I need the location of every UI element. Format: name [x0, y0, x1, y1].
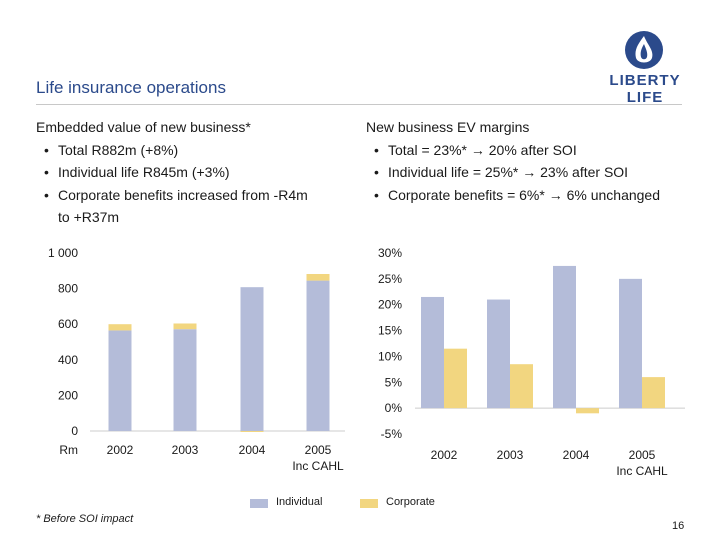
x-tick-label: 2004: [563, 448, 590, 462]
embedded-value-summary: Embedded value of new business* Total R8…: [36, 116, 308, 229]
margin-bullet-corporate: Corporate benefits = 6%* → 6% unchanged: [366, 184, 660, 207]
y-tick-label: 10%: [378, 349, 402, 363]
bar-corporate-2004: [576, 408, 599, 414]
bar-corporate-2005: [642, 377, 665, 409]
bar-individual-2003: [173, 329, 197, 431]
embedded-value-chart: 1 000 800 600 400 200 0 Rm 2002 2003 2004 2005 Inc …: [48, 246, 345, 473]
footnote: * Before SOI impact: [36, 513, 134, 525]
y-tick-label: 5%: [385, 375, 403, 389]
x-tick-sublabel: Inc CAHL: [292, 459, 344, 473]
bar-individual-2002: [421, 296, 444, 409]
bar-individual-2005: [306, 280, 330, 431]
ev-margins-summary: New business EV margins Total = 23%* → 2…: [366, 116, 660, 206]
y-tick-label: 0%: [385, 401, 403, 415]
x-tick-label: 2004: [239, 443, 266, 457]
y-tick-label: 200: [58, 388, 78, 402]
legend-swatch-individual: [250, 499, 268, 508]
y-tick-label: 0: [71, 424, 78, 438]
bullet-corporate-continuation: to +R37m: [58, 209, 120, 225]
bar-individual-2005: [619, 278, 642, 409]
y-tick-label: 20%: [378, 298, 402, 312]
page-title: Life insurance operations: [36, 78, 226, 97]
y-tick-label: 15%: [378, 324, 402, 338]
x-tick-label: 2003: [497, 448, 524, 462]
bar-individual-2003: [487, 299, 510, 409]
y-tick-label: 30%: [378, 246, 402, 260]
embedded-value-heading: Embedded value of new business*: [36, 119, 251, 135]
logo-wordmark-line2: LIFE: [626, 89, 664, 106]
bullet-corporate: Corporate benefits increased from -R4m: [36, 184, 308, 207]
logo-wordmark-line1: LIBERTY: [609, 72, 681, 89]
legend-label-corporate: Corporate: [386, 496, 435, 508]
y-tick-label: 600: [58, 317, 78, 331]
legend-swatch-corporate: [360, 499, 378, 508]
x-tick-label: 2003: [172, 443, 199, 457]
x-tick-sublabel: Inc CAHL: [616, 464, 668, 478]
bar-corporate-2003: [173, 323, 197, 330]
y-tick-label: -5%: [381, 427, 403, 441]
x-tick-label: 2005: [629, 448, 656, 462]
x-tick-label: 2002: [431, 448, 458, 462]
legend-label-individual: Individual: [276, 496, 323, 508]
page-number: 16: [672, 520, 685, 532]
bar-corporate-2002: [444, 348, 467, 409]
y-tick-label: 800: [58, 282, 78, 296]
bar-corporate-2004: [240, 431, 264, 432]
margin-bullet-total: Total = 23%* → 20% after SOI: [366, 139, 660, 162]
bullet-total: Total R882m (+8%): [36, 139, 308, 162]
flame-crest-icon: [625, 31, 663, 69]
unit-label: Rm: [59, 443, 78, 457]
bar-individual-2004: [553, 265, 576, 409]
bar-corporate-2002: [108, 324, 132, 331]
x-tick-label: 2005: [305, 443, 332, 457]
bar-individual-2004: [240, 287, 264, 431]
ev-margins-heading: New business EV margins: [366, 119, 530, 135]
bullet-individual: Individual life R845m (+3%): [36, 161, 308, 184]
margin-bullet-individual: Individual life = 25%* → 23% after SOI: [366, 161, 660, 184]
bar-individual-2002: [108, 330, 132, 431]
x-tick-label: 2002: [107, 443, 134, 457]
y-tick-label: 1 000: [48, 246, 78, 260]
y-tick-label: 400: [58, 353, 78, 367]
y-tick-label: 25%: [378, 272, 402, 286]
ev-margin-chart: 30% 25% 20% 15% 10% 5% 0% -5% 2002 2003 2004 2005 In…: [378, 246, 685, 478]
liberty-life-logo: [604, 28, 684, 116]
bar-corporate-2003: [510, 364, 533, 409]
bar-corporate-2005: [306, 274, 330, 281]
title-divider: [36, 104, 682, 105]
